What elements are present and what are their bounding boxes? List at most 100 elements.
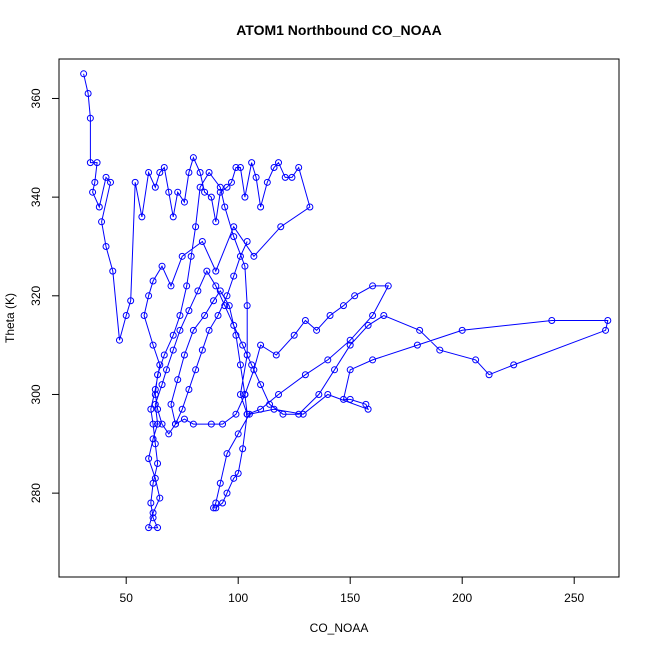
data-point	[122, 312, 130, 320]
data-point	[369, 282, 377, 290]
data-point	[187, 252, 195, 260]
data-point	[369, 312, 377, 320]
data-point	[156, 361, 164, 369]
data-point	[154, 420, 162, 428]
data-point	[145, 168, 153, 176]
data-point	[165, 188, 173, 196]
data-point	[216, 287, 224, 295]
data-point	[205, 168, 213, 176]
y-tick-label: 340	[29, 187, 43, 207]
data-point	[180, 415, 188, 423]
data-point	[288, 173, 296, 181]
data-point	[80, 70, 88, 78]
data-point	[234, 430, 242, 438]
data-point	[169, 346, 177, 354]
data-point	[223, 489, 231, 497]
data-point	[339, 395, 347, 403]
data-point	[306, 203, 314, 211]
data-point	[263, 178, 271, 186]
data-point	[169, 213, 177, 221]
data-point	[154, 524, 162, 532]
data-point	[89, 188, 97, 196]
data-point	[140, 312, 148, 320]
data-point	[174, 376, 182, 384]
data-point	[156, 494, 164, 502]
data-point	[266, 400, 274, 408]
data-point	[102, 173, 110, 181]
data-point	[472, 356, 480, 364]
data-point	[145, 292, 153, 300]
data-point	[147, 499, 155, 507]
data-point	[413, 341, 421, 349]
data-point	[346, 366, 354, 374]
data-point	[149, 420, 157, 428]
data-point	[239, 341, 247, 349]
y-tick-label: 300	[29, 384, 43, 404]
data-point	[257, 381, 265, 389]
data-point	[604, 316, 612, 324]
data-point	[189, 326, 197, 334]
data-point	[180, 198, 188, 206]
data-point	[174, 188, 182, 196]
data-point	[257, 341, 265, 349]
x-tick-label: 100	[228, 591, 248, 605]
data-point	[160, 164, 168, 172]
data-point	[364, 321, 372, 329]
data-point	[380, 312, 388, 320]
data-point	[115, 336, 123, 344]
data-point	[270, 164, 278, 172]
data-point	[290, 331, 298, 339]
data-point	[192, 366, 200, 374]
data-point	[326, 312, 334, 320]
data-point	[250, 366, 258, 374]
data-point	[232, 331, 240, 339]
data-point	[270, 405, 278, 413]
data-point	[151, 474, 159, 482]
data-point	[219, 499, 227, 507]
data-point	[252, 173, 260, 181]
data-point	[149, 514, 157, 522]
data-point	[212, 504, 220, 512]
data-point	[275, 390, 283, 398]
data-point	[275, 159, 283, 167]
data-point	[176, 312, 184, 320]
data-point	[416, 326, 424, 334]
data-point	[207, 420, 215, 428]
data-point	[163, 366, 171, 374]
data-point	[239, 445, 247, 453]
data-point	[236, 164, 244, 172]
data-point	[178, 252, 186, 260]
data-point	[230, 474, 238, 482]
data-point	[149, 341, 157, 349]
data-point	[351, 292, 359, 300]
series-layer	[80, 70, 612, 532]
data-point	[346, 341, 354, 349]
chart-title: ATOM1 Northbound CO_NOAA	[236, 22, 442, 38]
data-point	[223, 183, 231, 191]
data-point	[98, 218, 106, 226]
y-tick-label: 320	[29, 285, 43, 305]
data-point	[180, 351, 188, 359]
data-point	[156, 168, 164, 176]
data-point	[196, 183, 204, 191]
data-point	[205, 326, 213, 334]
y-axis: 280 300 320 340 360	[29, 88, 60, 503]
data-point	[158, 420, 166, 428]
data-point	[189, 154, 197, 162]
data-point	[149, 435, 157, 443]
data-point	[169, 331, 177, 339]
data-point	[201, 312, 209, 320]
y-tick-label: 360	[29, 88, 43, 108]
data-point	[510, 361, 518, 369]
data-point	[91, 178, 99, 186]
x-tick-label: 50	[120, 591, 134, 605]
data-point	[131, 178, 139, 186]
data-point	[207, 193, 215, 201]
data-point	[485, 371, 493, 379]
data-point	[243, 302, 251, 310]
data-point	[165, 430, 173, 438]
x-axis-label: CO_NOAA	[310, 621, 369, 635]
data-point	[178, 405, 186, 413]
data-point	[223, 450, 231, 458]
